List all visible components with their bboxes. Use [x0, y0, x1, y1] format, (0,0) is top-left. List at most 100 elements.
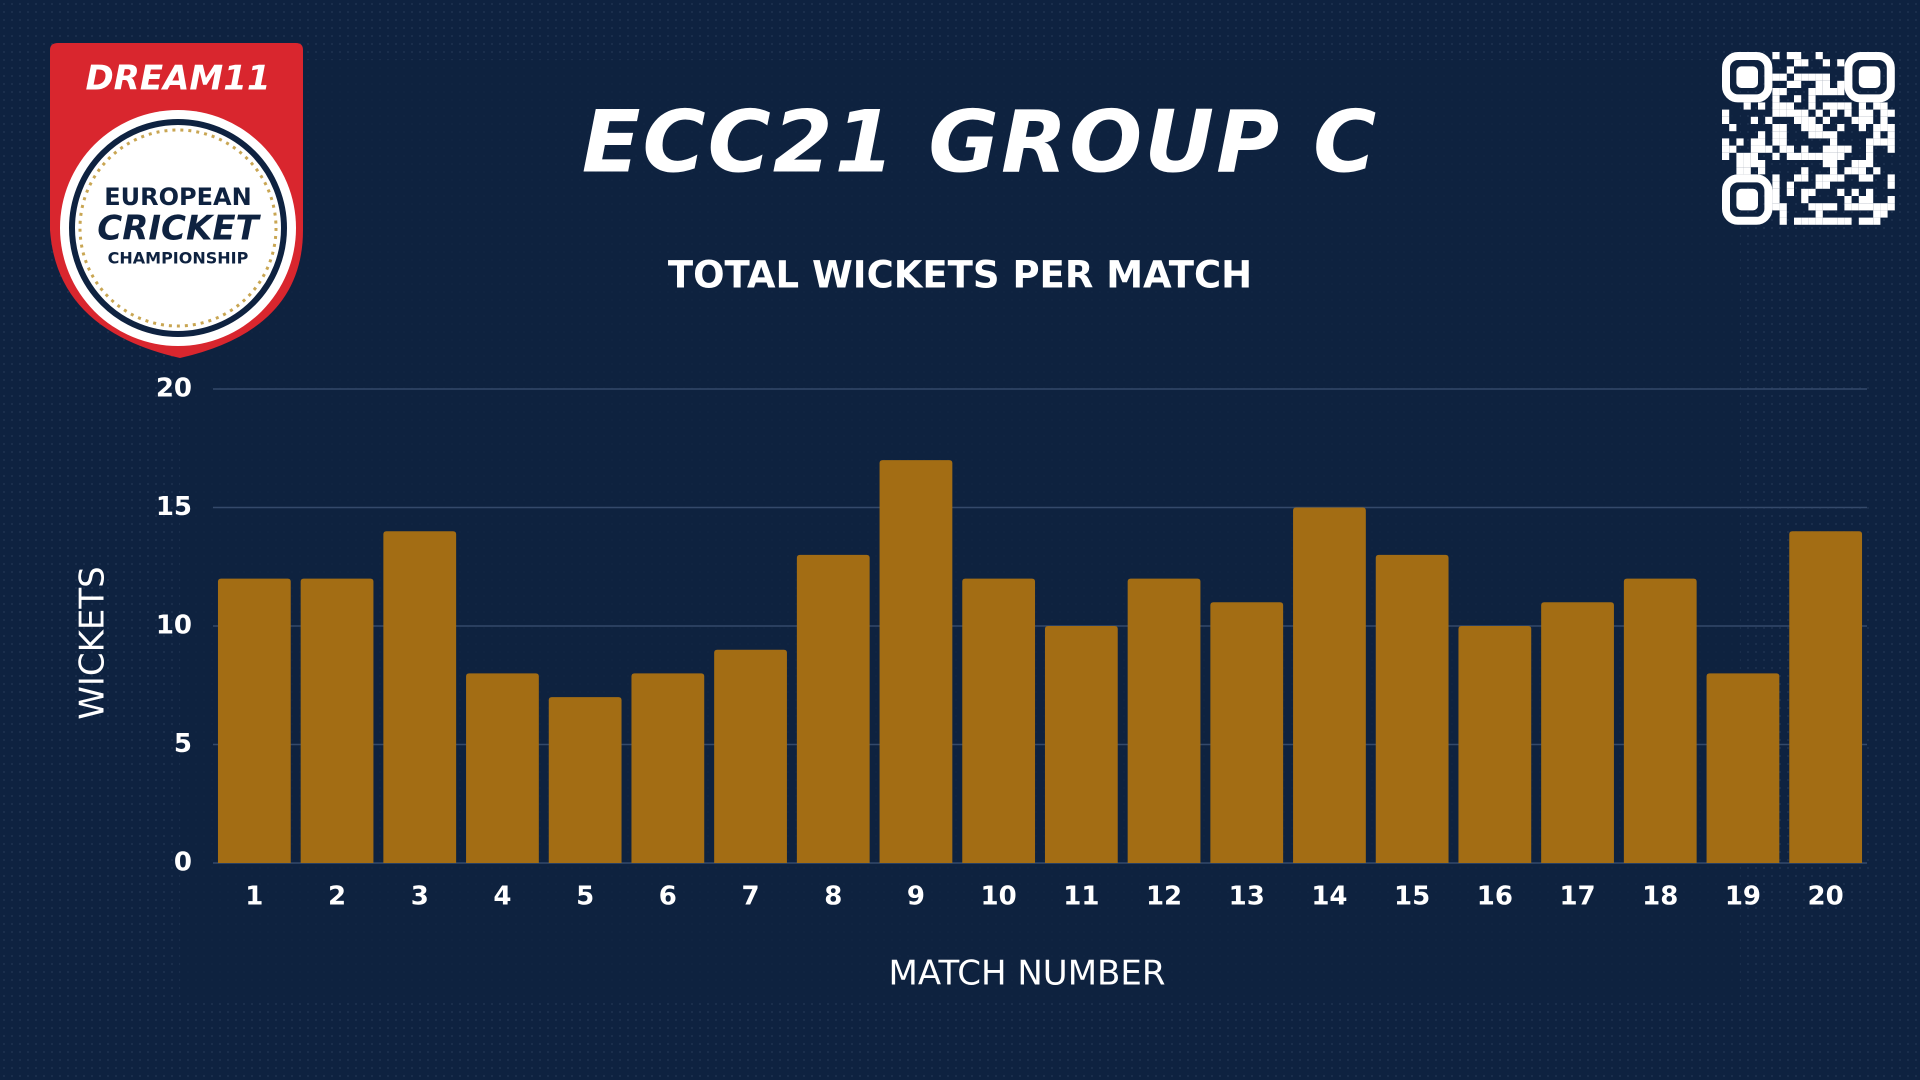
qr-cell [1851, 160, 1859, 168]
x-tick-label: 14 [1311, 882, 1347, 912]
qr-cell [1722, 116, 1730, 124]
logo-text: EUROPEAN [104, 183, 251, 211]
qr-cell [1779, 73, 1787, 81]
bar [1706, 673, 1780, 863]
qr-cell [1743, 152, 1751, 160]
qr-cell [1873, 102, 1881, 110]
qr-cell [1765, 116, 1773, 124]
qr-cell [1866, 188, 1874, 196]
logo-ball [60, 110, 296, 346]
chart-subtitle: TOTAL WICKETS PER MATCH [668, 254, 1252, 297]
qr-cell [1786, 52, 1794, 60]
qr-cell [1779, 88, 1787, 96]
qr-cell [1880, 210, 1888, 218]
qr-cell [1830, 152, 1838, 160]
logo: DREAM11 EUROPEAN CRICKET CHAMPIONSHIP [50, 43, 303, 358]
qr-cell [1794, 59, 1802, 67]
qr-cell [1765, 145, 1773, 153]
qr-cell [1866, 196, 1874, 204]
qr-cell [1743, 102, 1751, 110]
qr-cell [1772, 188, 1780, 196]
qr-cell [1815, 73, 1823, 81]
qr-cell [1736, 160, 1744, 168]
qr-cell [1772, 52, 1780, 60]
qr-cell [1866, 160, 1874, 168]
qr-cell [1851, 116, 1859, 124]
qr-cell [1801, 174, 1809, 182]
qr-cell [1887, 181, 1895, 189]
qr-cell [1786, 181, 1794, 189]
qr-cell [1830, 167, 1838, 175]
qr-cell [1815, 52, 1823, 60]
logo-ring [69, 119, 287, 337]
qr-cell [1815, 203, 1823, 211]
qr-finder [1722, 52, 1773, 103]
qr-cell [1837, 88, 1845, 96]
qr-code [1722, 52, 1895, 225]
qr-cell [1822, 203, 1830, 211]
qr-cell [1758, 102, 1766, 110]
bar [796, 554, 870, 863]
qr-cell [1830, 145, 1838, 153]
qr-cell [1779, 145, 1787, 153]
qr-cell [1786, 188, 1794, 196]
qr-cell [1750, 145, 1758, 153]
qr-cell [1722, 109, 1730, 117]
qr-cell [1772, 174, 1780, 182]
y-tick-label: 5 [174, 729, 192, 759]
qr-cell [1858, 109, 1866, 117]
bar [631, 673, 705, 863]
qr-cell [1786, 109, 1794, 117]
qr-cell [1750, 160, 1758, 168]
qr-cell [1772, 102, 1780, 110]
qr-cell [1873, 131, 1881, 139]
qr-cell [1837, 174, 1845, 182]
bar [300, 578, 374, 863]
chart-title: ECC21 GROUP C [582, 92, 1378, 192]
qr-cell [1866, 109, 1874, 117]
qr-cell [1880, 109, 1888, 117]
qr-cell [1808, 88, 1816, 96]
qr-cell [1794, 116, 1802, 124]
qr-cell [1743, 160, 1751, 168]
qr-cell [1722, 152, 1730, 160]
qr-finder [1736, 188, 1758, 211]
qr-cell [1815, 181, 1823, 189]
qr-cell [1830, 109, 1838, 117]
x-tick-label: 5 [576, 882, 594, 912]
x-tick-label: 18 [1642, 882, 1678, 912]
qr-cell [1815, 88, 1823, 96]
logo-seam [78, 128, 278, 328]
qr-cell [1837, 59, 1845, 67]
qr-cell [1815, 109, 1823, 117]
bar [1044, 626, 1118, 863]
qr-cell [1722, 145, 1730, 153]
qr-cell [1887, 124, 1895, 132]
qr-cell [1844, 109, 1852, 117]
x-tick-label: 17 [1559, 882, 1595, 912]
qr-cell [1830, 88, 1838, 96]
qr-cell [1808, 203, 1816, 211]
qr-cell [1815, 124, 1823, 132]
qr-cell [1808, 116, 1816, 124]
qr-cell [1866, 145, 1874, 153]
qr-cell [1722, 138, 1730, 146]
qr-cell [1858, 217, 1866, 225]
logo-brand: DREAM11 [85, 59, 270, 99]
qr-cell [1830, 160, 1838, 168]
bar [217, 578, 291, 863]
qr-cell [1808, 188, 1816, 196]
qr-cell [1822, 174, 1830, 182]
x-tick-label: 10 [981, 882, 1017, 912]
qr-cell [1887, 174, 1895, 182]
qr-cell [1844, 145, 1852, 153]
qr-cell [1808, 131, 1816, 139]
qr-cell [1808, 124, 1816, 132]
bar [1127, 578, 1201, 863]
qr-cell [1815, 174, 1823, 182]
qr-cell [1750, 152, 1758, 160]
x-tick-label: 4 [493, 882, 511, 912]
qr-cell [1779, 210, 1787, 218]
qr-cell [1822, 88, 1830, 96]
y-tick-label: 20 [156, 374, 192, 404]
